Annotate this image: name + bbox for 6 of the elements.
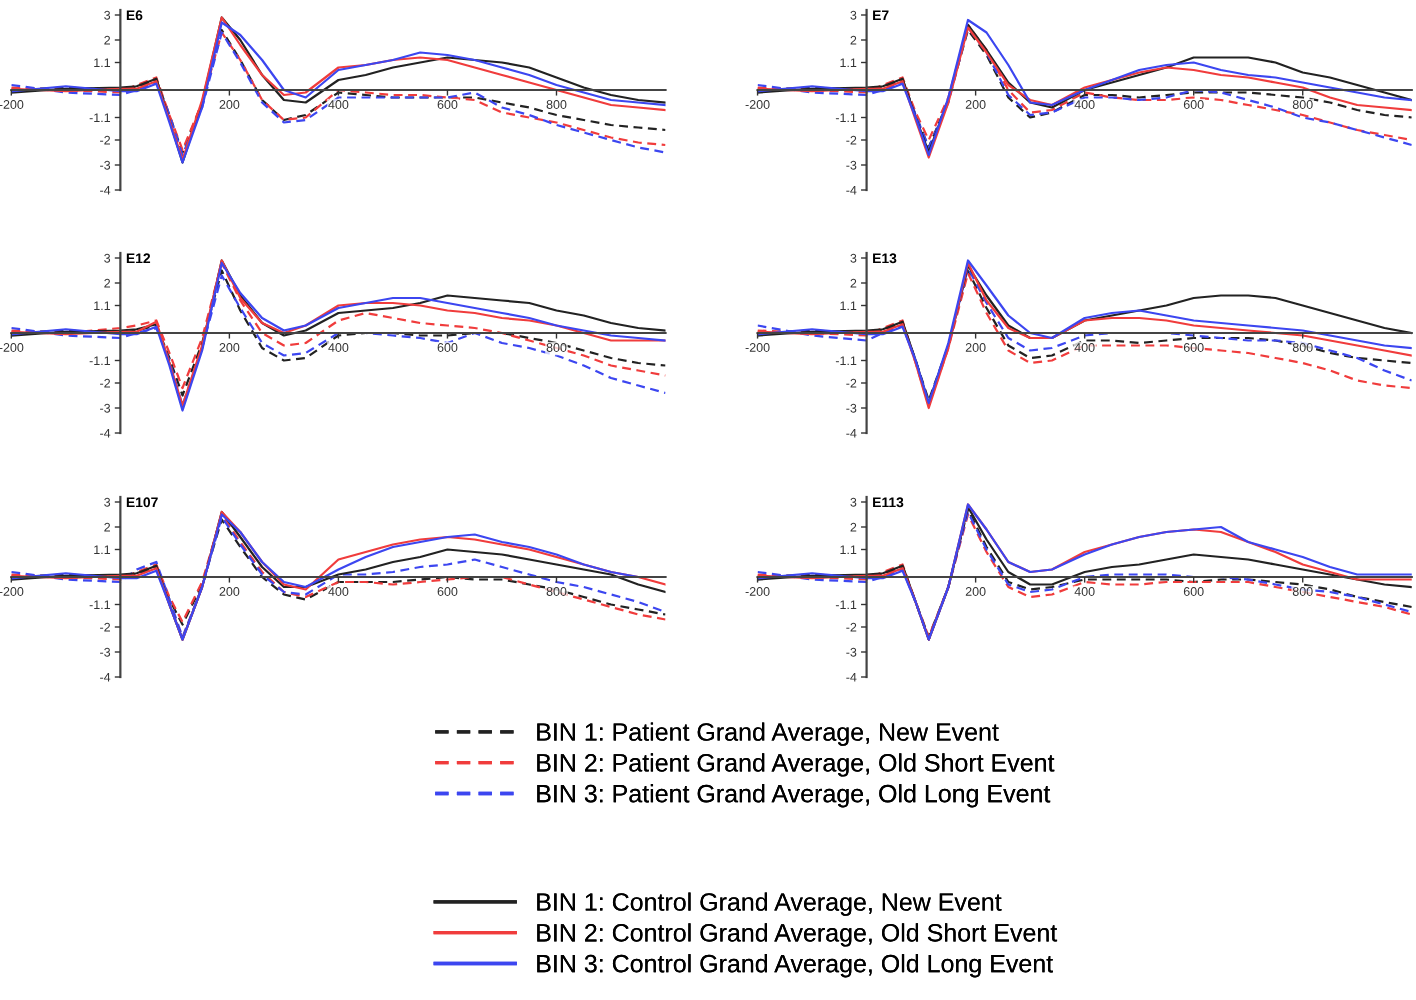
legend-label: BIN 1: Control Grand Average, New Event <box>537 892 1002 916</box>
legend-label: BIN 1: Patient Grand Average, New Event <box>537 722 999 746</box>
legend-label: BIN 3: Control Grand Average, Old Long Event <box>537 954 1053 978</box>
legend-label: BIN 2: Control Grand Average, Old Short Event <box>537 923 1058 947</box>
legend-label: BIN 2: Patient Grand Average, Old Short Event <box>537 753 1055 777</box>
legend-label: BIN 3: Patient Grand Average, Old Long Event <box>537 784 1051 808</box>
